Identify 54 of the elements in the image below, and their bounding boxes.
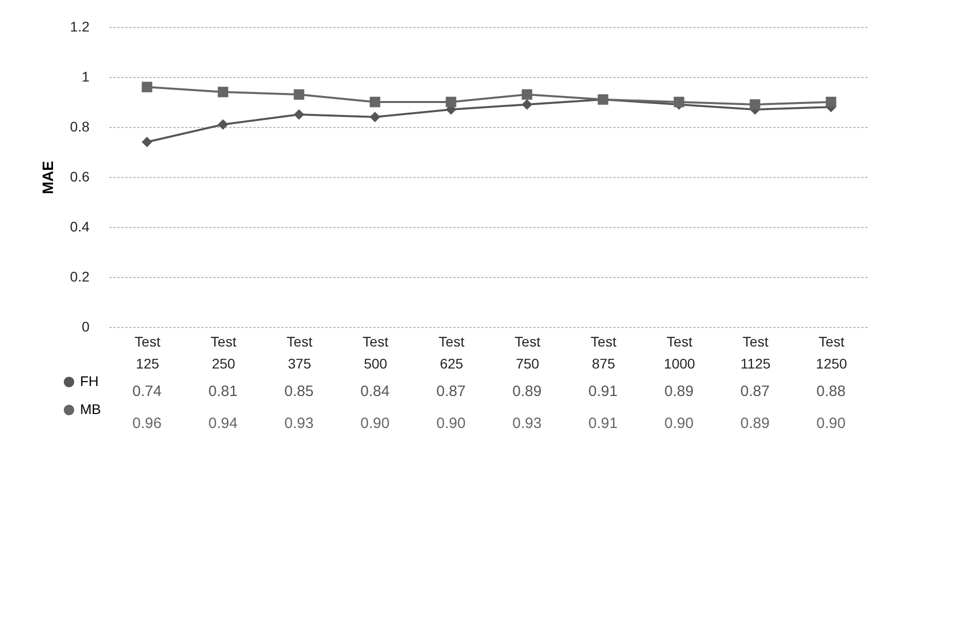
point	[294, 109, 304, 120]
x-tick-label: Test 500	[362, 334, 388, 372]
point	[750, 99, 760, 110]
point	[142, 82, 152, 92]
point	[142, 136, 152, 148]
data-label: 0.96	[132, 415, 162, 432]
x-tick-label: Test 1250	[816, 334, 848, 372]
y-tick-label: 1.2	[70, 18, 90, 34]
x-tick-label: Test 750	[514, 334, 540, 372]
data-label: 0.88	[816, 383, 846, 400]
data-label: 0.90	[436, 415, 466, 432]
point	[218, 86, 228, 98]
y-tick-label: 0.4	[70, 218, 90, 234]
point	[522, 99, 532, 110]
data-label: 0.90	[360, 415, 390, 432]
legend-label: FH	[80, 373, 99, 389]
legend-label: MB	[80, 401, 101, 417]
data-label: 0.93	[284, 415, 314, 432]
point	[826, 96, 836, 108]
data-label: 0.93	[512, 415, 542, 432]
data-label: 0.84	[360, 383, 390, 400]
point	[294, 89, 304, 100]
x-tick-label: Test 875	[590, 334, 616, 372]
data-label: 0.81	[208, 383, 238, 400]
x-tick-label: Test 375	[286, 334, 312, 372]
y-tick-label: 0.2	[70, 268, 90, 284]
point	[446, 96, 456, 108]
data-label: 0.91	[588, 415, 618, 432]
point	[674, 96, 684, 108]
y-tick-label: 0.6	[70, 168, 90, 184]
data-label: 0.74	[132, 383, 162, 400]
data-label: 0.87	[740, 383, 770, 400]
x-tick-label: Test 625	[438, 334, 464, 372]
data-label: 0.89	[664, 383, 694, 400]
y-tick-label: 0	[82, 318, 90, 334]
y-tick-label: 1	[82, 68, 90, 84]
data-label: 0.91	[588, 383, 618, 400]
data-label: 0.85	[284, 383, 314, 400]
point	[370, 96, 380, 108]
data-label: 0.90	[816, 415, 846, 432]
x-tick-label: Test 250	[210, 334, 236, 372]
data-label: 0.87	[436, 383, 466, 400]
data-label: 0.89	[512, 383, 542, 400]
point	[370, 112, 380, 122]
y-tick-label: 0.8	[70, 118, 90, 134]
data-label: 0.89	[740, 415, 770, 432]
point	[522, 89, 532, 100]
x-tick-label: Test 125	[134, 334, 160, 372]
data-label: 0.90	[664, 415, 694, 432]
data-label: 0.94	[208, 415, 238, 432]
point	[218, 119, 228, 130]
y-axis-title: MAE	[40, 160, 58, 194]
x-tick-label: Test 1000	[664, 334, 696, 372]
x-tick-label: Test 1125	[740, 334, 771, 372]
